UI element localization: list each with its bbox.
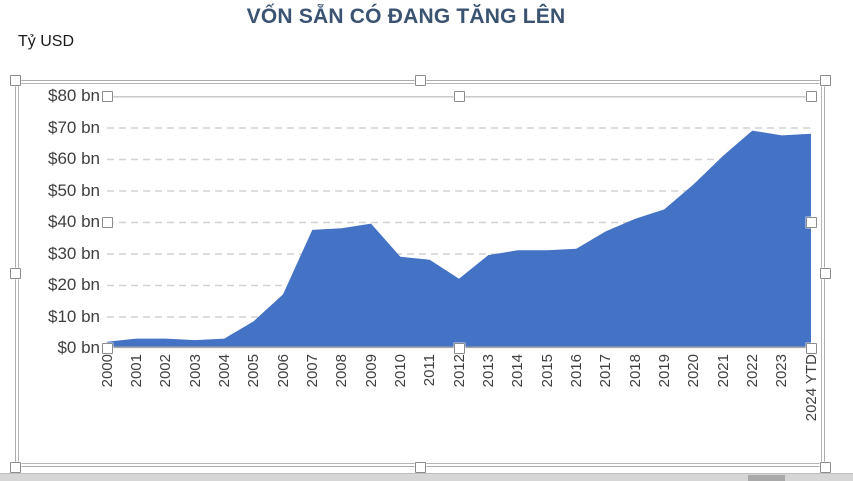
x-axis-label: 2005 bbox=[245, 354, 263, 388]
plot-area-resize-handle[interactable] bbox=[101, 216, 113, 228]
chart-title: VỐN SẴN CÓ ĐANG TĂNG LÊN bbox=[246, 5, 566, 28]
x-axis-label: 2019 bbox=[655, 354, 673, 388]
y-axis-label: $40 bn bbox=[48, 212, 100, 231]
x-axis-label: 2009 bbox=[362, 354, 380, 388]
y-axis-label: $10 bn bbox=[48, 306, 100, 326]
x-axis-label: 2022 bbox=[743, 354, 761, 388]
x-axis-label: 2013 bbox=[479, 354, 497, 388]
chart-frame-resize-handle[interactable] bbox=[414, 74, 426, 86]
x-axis-label: 2003 bbox=[186, 354, 204, 388]
y-axis-label: $0 bn bbox=[57, 338, 100, 357]
x-axis-label: 2012 bbox=[450, 354, 468, 388]
chart-frame-resize-handle[interactable] bbox=[819, 268, 831, 279]
x-axis-label: 2001 bbox=[127, 354, 145, 388]
y-axis-label: $60 bn bbox=[48, 149, 100, 168]
y-axis-label: $20 bn bbox=[48, 275, 100, 294]
y-axis-unit-label: Tỷ USD bbox=[18, 33, 74, 50]
x-axis-label: 2014 bbox=[509, 354, 527, 388]
chart-frame-resize-handle[interactable] bbox=[414, 461, 426, 473]
x-axis-label: 2006 bbox=[274, 354, 292, 388]
x-axis-label: 2015 bbox=[538, 354, 556, 388]
plot-area-resize-handle[interactable] bbox=[805, 90, 817, 102]
chart-frame-resize-handle[interactable] bbox=[819, 461, 831, 473]
plot-area-resize-handle[interactable] bbox=[805, 216, 817, 228]
plot-area-resize-handle[interactable] bbox=[101, 90, 113, 102]
y-axis-label: $70 bn bbox=[48, 117, 100, 137]
x-axis-label: 2021 bbox=[714, 354, 732, 388]
x-axis-label: 2020 bbox=[685, 354, 703, 388]
x-axis-label: 2000 bbox=[98, 354, 116, 388]
chart-frame-resize-handle[interactable] bbox=[819, 74, 831, 86]
plot-area-resize-handle[interactable] bbox=[101, 342, 113, 354]
horizontal-scrollbar[interactable] bbox=[0, 473, 853, 481]
plot-area-resize-handle[interactable] bbox=[453, 90, 465, 102]
x-axis-label: 2018 bbox=[626, 354, 644, 388]
x-axis-label: 2023 bbox=[773, 354, 791, 388]
y-axis-label: $50 bn bbox=[48, 180, 100, 200]
plot-area-resize-handle[interactable] bbox=[805, 342, 817, 354]
plot-area[interactable] bbox=[107, 96, 811, 349]
area-chart bbox=[107, 96, 811, 349]
chart-frame-resize-handle[interactable] bbox=[9, 74, 21, 86]
x-axis-label: 2017 bbox=[597, 354, 615, 388]
x-axis-label: 2008 bbox=[333, 354, 351, 388]
x-axis-label: 2011 bbox=[421, 354, 439, 387]
x-axis-label: 2024 YTD bbox=[802, 354, 820, 422]
y-axis-label: $30 bn bbox=[48, 243, 100, 263]
chart-frame-resize-handle[interactable] bbox=[9, 461, 21, 473]
x-axis-label: 2002 bbox=[157, 354, 175, 388]
x-axis-label: 2007 bbox=[303, 354, 321, 388]
x-axis-label: 2016 bbox=[567, 354, 585, 388]
chart-frame-resize-handle[interactable] bbox=[9, 268, 21, 279]
plot-area-resize-handle[interactable] bbox=[453, 342, 465, 354]
y-axis-label: $80 bn bbox=[48, 86, 100, 105]
x-axis-label: 2010 bbox=[391, 354, 409, 388]
scrollbar-thumb[interactable] bbox=[748, 475, 785, 481]
x-axis-label: 2004 bbox=[215, 354, 233, 388]
